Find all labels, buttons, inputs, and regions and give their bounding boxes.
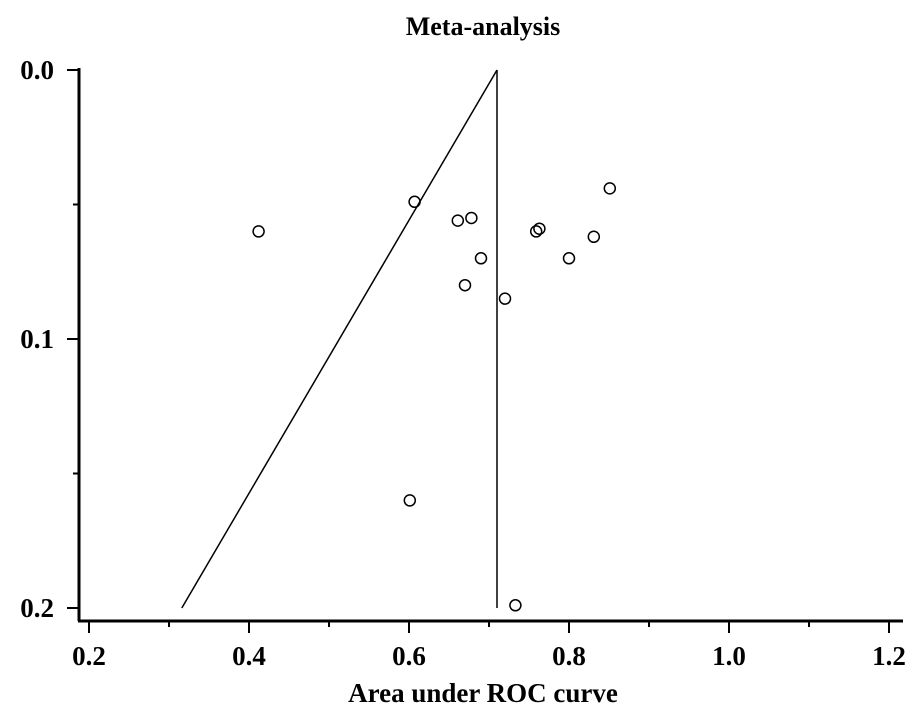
data-point <box>533 222 546 235</box>
data-point <box>529 225 543 238</box>
axes <box>67 68 903 633</box>
x-tick-label: 0.8 <box>552 641 586 671</box>
x-tick-label: 1.2 <box>872 641 906 671</box>
chart-title: Meta-analysis <box>406 12 561 41</box>
data-point <box>458 278 472 292</box>
data-point <box>465 211 478 225</box>
data-point <box>252 225 265 238</box>
data-point <box>498 292 512 305</box>
data-point <box>403 494 417 507</box>
data-point <box>408 195 421 209</box>
x-tick-labels: 0.2 0.4 0.6 0.8 1.0 1.2 <box>72 641 906 671</box>
data-points <box>252 182 617 612</box>
confidence-limit-line <box>181 69 498 609</box>
x-tick-label: 0.6 <box>392 641 426 671</box>
y-tick-label: 0.2 <box>20 593 54 623</box>
y-tick-label: 0.1 <box>20 324 54 354</box>
data-point <box>474 252 488 265</box>
data-point <box>587 230 601 244</box>
x-axis-title: Area under ROC curve <box>348 678 618 708</box>
y-tick-labels: 0.0 0.1 0.2 <box>20 55 54 623</box>
data-point <box>603 182 617 195</box>
y-tick-label: 0.0 <box>20 55 54 85</box>
x-tick-label: 1.0 <box>712 641 746 671</box>
data-point <box>451 214 465 227</box>
x-tick-label: 0.2 <box>72 641 106 671</box>
data-point <box>509 599 522 612</box>
x-tick-label: 0.4 <box>232 641 266 671</box>
data-point <box>562 252 576 265</box>
reference-lines <box>181 69 498 609</box>
